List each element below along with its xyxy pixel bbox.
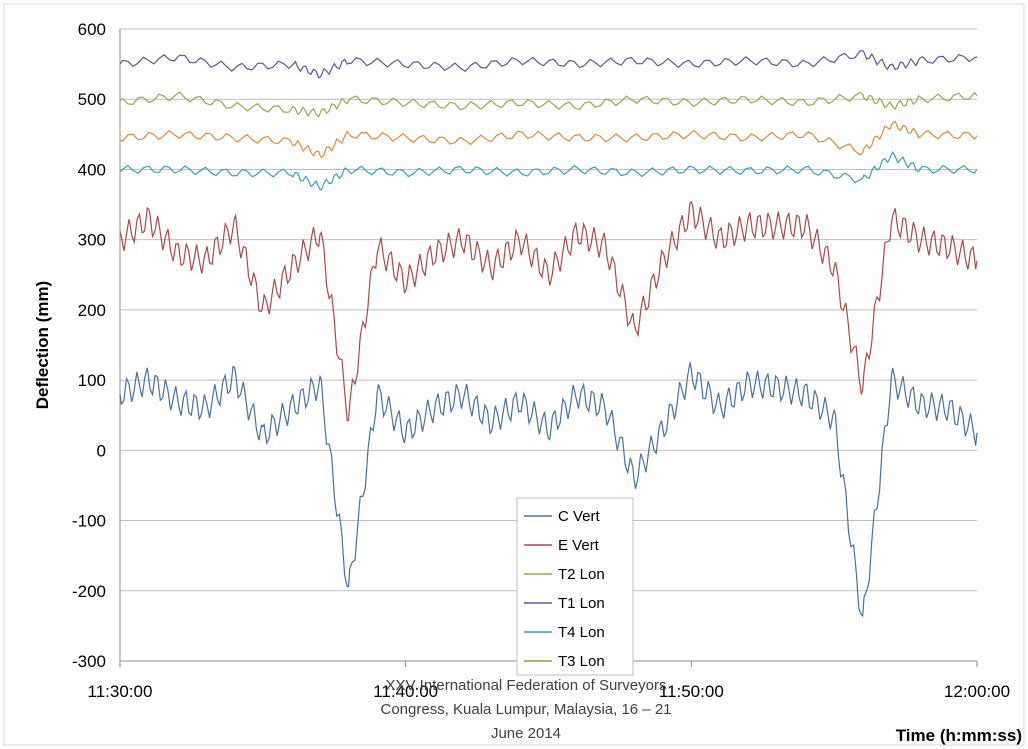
series-line-e-vert — [119, 200, 978, 422]
footer-caption: XXV International Federation of Surveyor… — [381, 677, 672, 742]
x-tick-label: 12:00:00 — [944, 682, 1010, 701]
series-lines — [119, 50, 978, 618]
y-tick-label: 0 — [97, 441, 106, 460]
y-tick-label: 500 — [78, 90, 106, 109]
legend: C Vert E Vert T2 Lon T1 Lon T4 Lon T3 Lon — [516, 497, 634, 676]
legend-box — [516, 497, 634, 676]
legend-entry-label: T1 Lon — [558, 595, 605, 612]
legend-entry-label: T4 Lon — [558, 624, 605, 641]
series-line-c-vert — [119, 362, 978, 618]
y-tick-label: -300 — [72, 652, 106, 671]
x-tick-label: 11:50:00 — [659, 682, 724, 701]
footer-line-2: Congress, Kuala Lumpur, Malaysia, 16 – 2… — [381, 701, 672, 718]
axes: 600 500 400 300 200 100 0 -100 -200 -300 11:30:00 1… — [72, 20, 1010, 701]
legend-entry-label: T2 Lon — [558, 566, 605, 583]
footer-line-1: XXV International Federation of Surveyor… — [386, 677, 667, 694]
y-axis-title: Deflection (mm) — [33, 281, 52, 409]
legend-entry-label: E Vert — [558, 537, 600, 554]
x-axis-title: Time (h:mm:ss) — [896, 726, 1022, 745]
series-line-t4-lon — [119, 151, 978, 191]
footer-line-3: June 2014 — [491, 725, 561, 742]
chart-frame — [3, 3, 1025, 746]
y-tick-label: -200 — [72, 582, 106, 601]
series-line-t2-lon — [119, 91, 978, 118]
y-tick-label: 600 — [78, 20, 106, 39]
legend-entry-label: T3 Lon — [558, 653, 605, 670]
y-tick-label: 100 — [78, 371, 106, 390]
series-line-t3-lon — [119, 120, 978, 159]
y-tick-label: 200 — [78, 301, 106, 320]
y-tick-label: 400 — [78, 160, 106, 179]
series-line-t1-lon — [119, 50, 978, 79]
y-tick-label: -100 — [72, 512, 106, 531]
y-tick-label: 300 — [78, 231, 106, 250]
x-tick-label: 11:40:00 — [373, 682, 438, 701]
legend-entry-label: C Vert — [558, 508, 601, 525]
x-tick-label: 11:30:00 — [88, 682, 153, 701]
